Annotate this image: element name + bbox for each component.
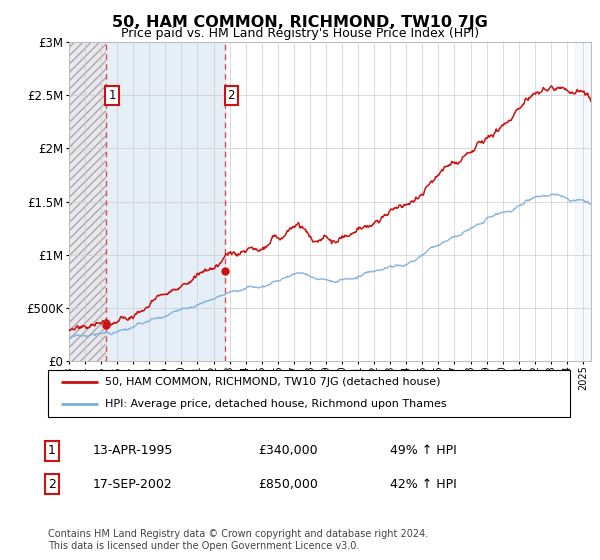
Text: 2: 2	[48, 478, 56, 491]
Text: 50, HAM COMMON, RICHMOND, TW10 7JG (detached house): 50, HAM COMMON, RICHMOND, TW10 7JG (deta…	[106, 377, 441, 388]
Text: £850,000: £850,000	[258, 478, 318, 491]
Text: Contains HM Land Registry data © Crown copyright and database right 2024.
This d: Contains HM Land Registry data © Crown c…	[48, 529, 428, 551]
Text: 49% ↑ HPI: 49% ↑ HPI	[390, 444, 457, 458]
Text: Price paid vs. HM Land Registry's House Price Index (HPI): Price paid vs. HM Land Registry's House …	[121, 27, 479, 40]
Text: £340,000: £340,000	[258, 444, 317, 458]
Text: 1: 1	[48, 444, 56, 458]
Text: 50, HAM COMMON, RICHMOND, TW10 7JG: 50, HAM COMMON, RICHMOND, TW10 7JG	[112, 15, 488, 30]
FancyBboxPatch shape	[48, 370, 570, 417]
Text: 17-SEP-2002: 17-SEP-2002	[93, 478, 173, 491]
Bar	[69, 42, 106, 361]
Text: 42% ↑ HPI: 42% ↑ HPI	[390, 478, 457, 491]
Text: 13-APR-1995: 13-APR-1995	[93, 444, 173, 458]
Bar	[575, 42, 591, 361]
Bar	[106, 42, 225, 361]
Text: 1: 1	[109, 88, 116, 102]
Text: 2: 2	[227, 88, 235, 102]
Text: HPI: Average price, detached house, Richmond upon Thames: HPI: Average price, detached house, Rich…	[106, 399, 447, 409]
